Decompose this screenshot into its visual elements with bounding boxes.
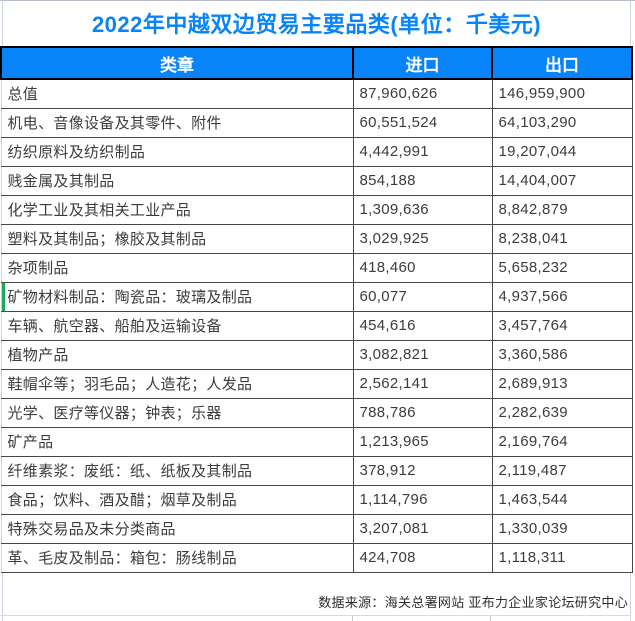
- export-cell: 2,119,487: [491, 455, 633, 486]
- import-cell: 3,029,925: [352, 223, 493, 254]
- page-title: 2022年中越双边贸易主要品类(单位：千美元): [3, 1, 630, 45]
- table-row: 化学工业及其相关工业产品 1,309,636 8,842,879: [0, 194, 633, 225]
- header-import: 进口: [352, 46, 493, 80]
- import-cell: 1,309,636: [352, 194, 493, 225]
- import-cell: 454,616: [352, 310, 493, 341]
- export-cell: 2,282,639: [491, 397, 633, 428]
- export-cell: 2,689,913: [491, 368, 633, 399]
- row-highlight-marker: [2, 283, 5, 310]
- trade-table: 类章 进口 出口 总值 87,960,626 146,959,900 机电、音像…: [0, 46, 633, 573]
- table-row: 贱金属及其制品 854,188 14,404,007: [0, 165, 633, 196]
- header-category: 类章: [0, 46, 354, 80]
- import-cell: 60,077: [352, 281, 493, 312]
- export-cell: 146,959,900: [491, 78, 633, 109]
- export-cell: 3,360,586: [491, 339, 633, 370]
- import-cell: 87,960,626: [352, 78, 493, 109]
- import-cell: 854,188: [352, 165, 493, 196]
- import-cell: 2,562,141: [352, 368, 493, 399]
- source-note: 数据来源：海关总署网站 亚布力企业家论坛研究中心: [318, 595, 628, 610]
- export-cell: 14,404,007: [491, 165, 633, 196]
- table-row: 杂项制品 418,460 5,658,232: [0, 252, 633, 283]
- header-row: 类章 进口 出口: [0, 46, 633, 80]
- import-cell: 788,786: [352, 397, 493, 428]
- table-row: 纤维素浆：废纸：纸、纸板及其制品 378,912 2,119,487: [0, 455, 633, 486]
- export-cell: 8,238,041: [491, 223, 633, 254]
- import-cell: 4,442,991: [352, 136, 493, 167]
- table-row: 矿物材料制品：陶瓷品：玻璃及制品 60,077 4,937,566: [0, 281, 633, 312]
- category-cell: 纤维素浆：废纸：纸、纸板及其制品: [0, 455, 354, 486]
- category-cell: 塑料及其制品；橡胶及其制品: [0, 223, 354, 254]
- gridline-top: [0, 0, 635, 1]
- import-cell: 424,708: [352, 542, 493, 573]
- table-row: 机电、音像设备及其零件、附件 60,551,524 64,103,290: [0, 107, 633, 138]
- gridline-stub-col2: [352, 615, 353, 621]
- import-cell: 3,082,821: [352, 339, 493, 370]
- table-row: 纺织原料及纺织制品 4,442,991 19,207,044: [0, 136, 633, 167]
- export-cell: 1,118,311: [491, 542, 633, 573]
- category-cell: 矿产品: [0, 426, 354, 457]
- table-row: 总值 87,960,626 146,959,900: [0, 78, 633, 109]
- import-cell: 418,460: [352, 252, 493, 283]
- table-row: 光学、医疗等仪器；钟表；乐器 788,786 2,282,639: [0, 397, 633, 428]
- export-cell: 5,658,232: [491, 252, 633, 283]
- gridline-bottom: [0, 615, 631, 616]
- table-row: 特殊交易品及未分类商品 3,207,081 1,330,039: [0, 513, 633, 544]
- export-cell: 64,103,290: [491, 107, 633, 138]
- table-row: 车辆、航空器、船舶及运输设备 454,616 3,457,764: [0, 310, 633, 341]
- import-cell: 60,551,524: [352, 107, 493, 138]
- table-row: 塑料及其制品；橡胶及其制品 3,029,925 8,238,041: [0, 223, 633, 254]
- import-cell: 1,213,965: [352, 426, 493, 457]
- category-cell: 化学工业及其相关工业产品: [0, 194, 354, 225]
- table-row: 鞋帽伞等；羽毛品；人造花；人发品 2,562,141 2,689,913: [0, 368, 633, 399]
- category-cell: 纺织原料及纺织制品: [0, 136, 354, 167]
- export-cell: 4,937,566: [491, 281, 633, 312]
- table-row: 植物产品 3,082,821 3,360,586: [0, 339, 633, 370]
- export-cell: 19,207,044: [491, 136, 633, 167]
- export-cell: 2,169,764: [491, 426, 633, 457]
- category-cell: 车辆、航空器、船舶及运输设备: [0, 310, 354, 341]
- category-cell: 特殊交易品及未分类商品: [0, 513, 354, 544]
- export-cell: 3,457,764: [491, 310, 633, 341]
- import-cell: 3,207,081: [352, 513, 493, 544]
- category-cell: 贱金属及其制品: [0, 165, 354, 196]
- category-cell: 机电、音像设备及其零件、附件: [0, 107, 354, 138]
- gridline-stub-col3: [490, 615, 491, 621]
- table-row: 矿产品 1,213,965 2,169,764: [0, 426, 633, 457]
- import-cell: 1,114,796: [352, 484, 493, 515]
- header-export: 出口: [491, 46, 633, 80]
- table-row: 食品；饮料、酒及醋；烟草及制品 1,114,796 1,463,544: [0, 484, 633, 515]
- category-cell: 光学、医疗等仪器；钟表；乐器: [0, 397, 354, 428]
- category-label: 矿物材料制品：陶瓷品：玻璃及制品: [7, 289, 253, 306]
- export-cell: 8,842,879: [491, 194, 633, 225]
- export-cell: 1,330,039: [491, 513, 633, 544]
- category-cell: 矿物材料制品：陶瓷品：玻璃及制品: [0, 281, 354, 312]
- category-cell: 总值: [0, 78, 354, 109]
- category-cell: 食品；饮料、酒及醋；烟草及制品: [0, 484, 354, 515]
- category-cell: 鞋帽伞等；羽毛品；人造花；人发品: [0, 368, 354, 399]
- table-row: 革、毛皮及制品：箱包：肠线制品 424,708 1,118,311: [0, 542, 633, 573]
- category-cell: 杂项制品: [0, 252, 354, 283]
- category-cell: 革、毛皮及制品：箱包：肠线制品: [0, 542, 354, 573]
- export-cell: 1,463,544: [491, 484, 633, 515]
- category-cell: 植物产品: [0, 339, 354, 370]
- import-cell: 378,912: [352, 455, 493, 486]
